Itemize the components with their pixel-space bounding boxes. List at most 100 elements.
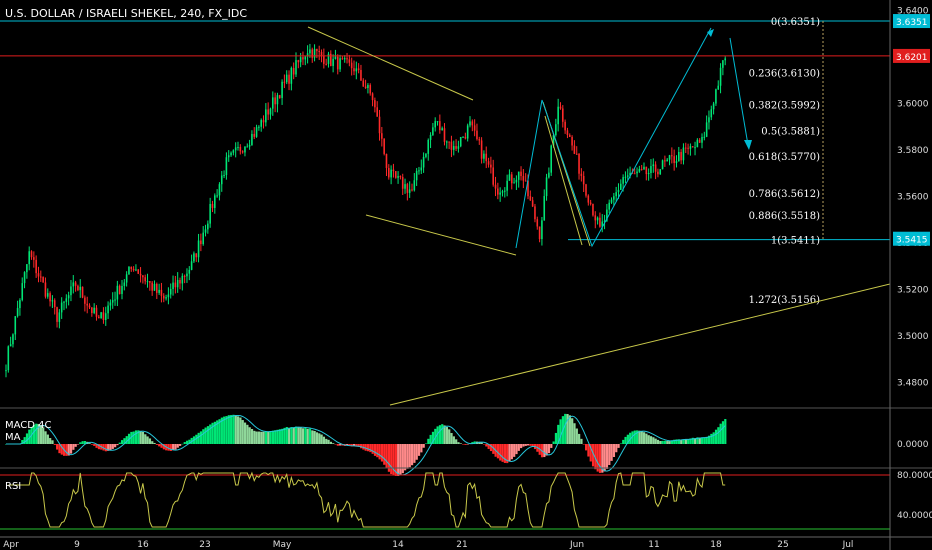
candle-body bbox=[267, 109, 269, 115]
macd-bar bbox=[153, 442, 156, 444]
x-tick-label: 25 bbox=[777, 540, 788, 550]
candle-body bbox=[397, 176, 399, 178]
candle-body bbox=[309, 49, 311, 54]
candle-body bbox=[302, 57, 304, 60]
macd-bar bbox=[719, 423, 722, 444]
candle-body bbox=[248, 145, 251, 147]
candle-body bbox=[506, 180, 508, 191]
candle-body bbox=[413, 180, 416, 191]
macd-bar bbox=[144, 434, 147, 444]
candle-body bbox=[596, 217, 599, 221]
macd-bar bbox=[227, 415, 230, 444]
macd-bar bbox=[524, 444, 527, 446]
candle-body bbox=[269, 108, 272, 115]
macd-bar bbox=[155, 444, 158, 445]
macd-bar bbox=[197, 432, 200, 444]
candle-body bbox=[357, 68, 360, 71]
macd-bar bbox=[543, 444, 546, 458]
candle-body bbox=[5, 370, 7, 372]
macd-bar bbox=[615, 444, 618, 453]
macd-bar bbox=[271, 430, 274, 444]
candle-body bbox=[559, 106, 562, 109]
candle-body bbox=[195, 253, 198, 258]
candle-body bbox=[9, 344, 12, 347]
candle-body bbox=[281, 81, 283, 98]
macd-ma-label: MA bbox=[5, 432, 21, 443]
candle-body bbox=[190, 261, 193, 270]
candle-body bbox=[142, 275, 144, 278]
candle-body bbox=[174, 282, 177, 288]
candle-body bbox=[594, 215, 597, 221]
candle-body bbox=[362, 80, 365, 87]
candle-body bbox=[297, 60, 300, 63]
macd-bar bbox=[552, 441, 555, 444]
candle-body bbox=[394, 171, 397, 178]
candle-body bbox=[476, 130, 478, 140]
candle-body bbox=[446, 141, 448, 143]
macd-bar bbox=[578, 433, 581, 444]
macd-signal-line bbox=[6, 414, 726, 476]
candle-body bbox=[404, 184, 406, 189]
candle-body bbox=[72, 282, 75, 287]
macd-bar bbox=[290, 427, 293, 444]
candle-body bbox=[664, 160, 666, 162]
fib-level-label: 0.618(3.5770) bbox=[749, 152, 821, 163]
candle-body bbox=[132, 268, 135, 271]
macd-bar bbox=[714, 429, 718, 444]
macd-bar bbox=[601, 444, 604, 473]
macd-bar bbox=[573, 423, 576, 444]
candle-body bbox=[188, 269, 191, 274]
candle-body bbox=[299, 57, 302, 63]
candle-body bbox=[350, 62, 353, 69]
candle-body bbox=[668, 155, 671, 160]
macd-bar bbox=[230, 415, 233, 444]
candle-body bbox=[265, 109, 267, 123]
candle-body bbox=[492, 167, 494, 185]
candle-body bbox=[550, 145, 552, 173]
candle-body bbox=[327, 53, 330, 64]
candle-body bbox=[128, 266, 130, 275]
candle-body bbox=[415, 170, 418, 181]
macd-bar bbox=[355, 444, 358, 447]
macd-bar bbox=[466, 444, 469, 445]
candle-body bbox=[390, 169, 392, 178]
macd-bar bbox=[559, 419, 562, 444]
macd-bar bbox=[97, 444, 100, 450]
candle-body bbox=[392, 169, 395, 172]
macd-bar bbox=[547, 444, 551, 454]
candle-body bbox=[719, 67, 722, 86]
candle-body bbox=[42, 277, 44, 283]
macd-bar bbox=[378, 444, 381, 460]
candle-body bbox=[181, 275, 184, 284]
macd-bar bbox=[301, 428, 305, 444]
macd-bar bbox=[376, 444, 379, 458]
macd-bar bbox=[151, 441, 154, 444]
x-tick-label: May bbox=[273, 540, 292, 550]
candle-body bbox=[225, 157, 228, 176]
candle-body bbox=[332, 58, 334, 66]
macd-bar bbox=[710, 433, 713, 444]
macd-bar bbox=[429, 434, 432, 444]
candle-body bbox=[209, 203, 211, 224]
candle-body bbox=[51, 300, 54, 302]
candle-body bbox=[348, 59, 351, 63]
candle-body bbox=[469, 121, 471, 126]
macd-bar bbox=[134, 430, 138, 444]
candle-body bbox=[455, 146, 457, 149]
macd-bar bbox=[179, 444, 182, 446]
macd-bar bbox=[499, 444, 502, 461]
candle-body bbox=[427, 139, 430, 154]
candle-body bbox=[144, 277, 146, 282]
macd-bar bbox=[308, 428, 312, 444]
candle-body bbox=[568, 134, 571, 137]
macd-bar bbox=[649, 436, 653, 444]
macd-bar bbox=[464, 444, 467, 445]
candle-body bbox=[53, 300, 56, 308]
macd-bar bbox=[406, 444, 409, 469]
candle-body bbox=[16, 308, 19, 317]
macd-bar bbox=[408, 444, 411, 468]
macd-bar bbox=[462, 444, 465, 445]
candle-body bbox=[346, 58, 348, 60]
candle-body bbox=[306, 53, 309, 57]
macd-bar bbox=[557, 424, 560, 444]
